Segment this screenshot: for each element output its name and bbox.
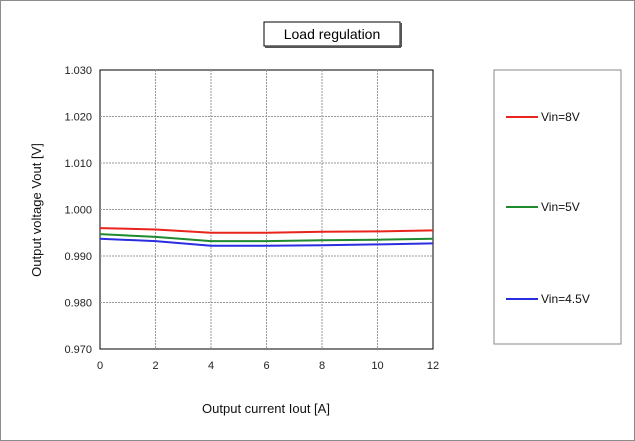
x-axis-label: Output current Iout [A]: [202, 401, 330, 416]
y-tick-label: 1.010: [64, 158, 92, 170]
series-line-2: [99, 237, 434, 247]
chart-title: Load regulation: [284, 26, 381, 42]
x-tick-label: 8: [319, 360, 325, 372]
y-tick-labels: 0.970 0.980 0.990 1.000 1.010 1.020 1.030: [64, 65, 92, 356]
y-tick-label: 0.990: [64, 251, 92, 263]
x-tick-label: 6: [263, 360, 269, 372]
y-tick-label: 1.020: [64, 112, 92, 124]
legend-label-2: Vin=4.5V: [541, 292, 590, 306]
grid: [100, 70, 433, 349]
y-tick-label: 1.030: [64, 65, 92, 77]
legend-label-0: Vin=8V: [541, 110, 580, 124]
series-lines: [99, 227, 434, 247]
series-line-1: [99, 233, 434, 243]
y-tick-label: 0.980: [64, 298, 92, 310]
x-tick-label: 10: [371, 360, 383, 372]
legend: Vin=8V Vin=5V Vin=4.5V: [506, 110, 590, 306]
x-tick-label: 2: [152, 360, 158, 372]
title-box: Load regulation: [263, 21, 402, 48]
x-tick-label: 0: [97, 360, 103, 372]
y-axis-label: Output voltage Vout [V]: [29, 143, 44, 277]
y-tick-label: 1.000: [64, 205, 92, 217]
series-line-0: [99, 227, 434, 234]
y-tick-label: 0.970: [64, 344, 92, 356]
x-tick-label: 12: [427, 360, 439, 372]
x-tick-label: 4: [208, 360, 214, 372]
x-tick-labels: 0 2 4 6 8 10 12: [97, 360, 439, 372]
legend-label-1: Vin=5V: [541, 200, 580, 214]
